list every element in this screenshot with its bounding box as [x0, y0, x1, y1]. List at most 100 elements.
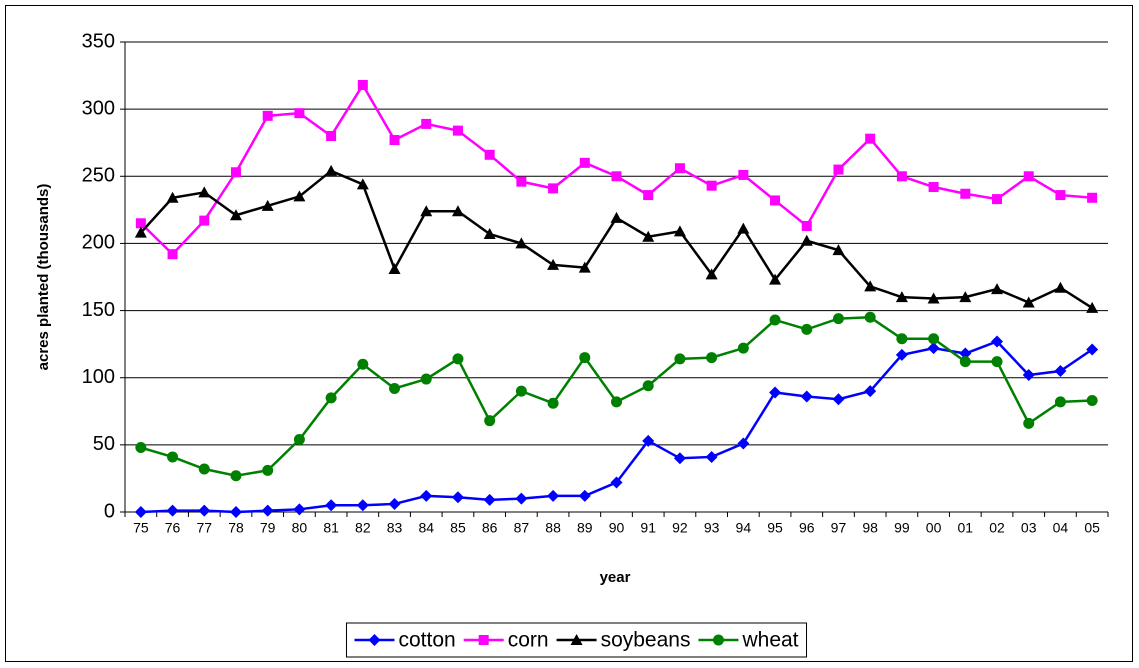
y-tick-label: 300	[82, 97, 115, 119]
data-point	[198, 186, 211, 198]
data-point	[928, 182, 939, 193]
data-point	[959, 347, 972, 360]
data-point	[1086, 343, 1099, 356]
data-point	[610, 476, 623, 489]
data-point	[705, 268, 718, 280]
data-point	[928, 333, 940, 345]
data-point	[1022, 296, 1035, 308]
data-point	[832, 244, 845, 256]
x-tick-label: 97	[831, 520, 847, 536]
data-point	[895, 348, 908, 361]
x-tick-label: 05	[1084, 520, 1100, 536]
data-point	[737, 222, 750, 234]
x-tick-label: 86	[482, 520, 498, 536]
x-tick-label: 78	[228, 520, 244, 536]
data-point	[673, 452, 686, 465]
data-point	[261, 199, 274, 211]
data-point	[262, 110, 273, 121]
data-point	[135, 218, 146, 229]
x-tick-label: 88	[545, 520, 561, 536]
data-point	[166, 504, 179, 517]
data-point	[198, 504, 211, 517]
data-point	[769, 386, 782, 399]
data-point	[610, 211, 623, 223]
x-tick-label: 75	[133, 520, 149, 536]
data-point	[737, 437, 750, 450]
data-point	[134, 226, 147, 238]
data-point	[451, 205, 464, 217]
data-point	[927, 292, 940, 304]
y-tick-label: 200	[82, 232, 115, 254]
data-point	[1055, 190, 1066, 201]
data-point	[833, 164, 844, 175]
data-point	[516, 176, 527, 187]
data-point	[1054, 281, 1067, 293]
data-point	[674, 163, 685, 174]
y-tick-label: 150	[82, 299, 115, 321]
data-point	[1023, 171, 1034, 182]
x-tick-label: 87	[514, 520, 530, 536]
data-point	[356, 178, 369, 190]
data-point	[864, 280, 877, 292]
y-tick-label: 50	[93, 433, 115, 455]
data-point	[230, 470, 242, 482]
data-point	[262, 464, 274, 476]
data-point	[294, 108, 305, 119]
x-tick-label: 91	[640, 520, 656, 536]
y-tick-label: 0	[104, 500, 115, 522]
data-point	[578, 261, 591, 273]
y-tick-label: 350	[82, 30, 115, 52]
x-tick-label: 94	[736, 520, 752, 536]
data-point	[1087, 192, 1098, 203]
data-point	[927, 342, 940, 355]
x-tick-label: 04	[1053, 520, 1069, 536]
x-tick-label: 03	[1021, 520, 1037, 536]
data-point	[547, 397, 559, 409]
data-point	[229, 209, 242, 221]
data-point	[357, 79, 368, 90]
legend-label: cotton	[398, 629, 455, 652]
data-point	[579, 157, 590, 168]
x-tick-label: 80	[292, 520, 308, 536]
x-tick-label: 02	[989, 520, 1005, 536]
data-point	[421, 118, 432, 129]
legend-label: wheat	[741, 629, 798, 652]
data-point	[673, 225, 686, 237]
data-point	[356, 499, 369, 512]
data-point	[832, 313, 844, 325]
chart-border	[5, 5, 1133, 662]
data-point	[895, 291, 908, 303]
data-point	[547, 258, 560, 270]
data-point	[643, 190, 654, 201]
data-point	[611, 396, 622, 408]
data-point	[737, 342, 749, 354]
data-point	[959, 291, 972, 303]
legend-label: corn	[508, 629, 549, 652]
data-point	[579, 352, 591, 364]
data-point	[770, 195, 781, 206]
data-point	[896, 333, 908, 345]
data-point	[832, 393, 845, 406]
data-point	[483, 228, 496, 240]
x-tick-label: 95	[767, 520, 783, 536]
data-point	[293, 190, 306, 202]
legend-marker	[570, 634, 583, 645]
data-point	[451, 491, 464, 504]
x-tick-label: 85	[450, 520, 466, 536]
x-tick-label: 84	[418, 520, 434, 536]
data-point	[325, 392, 337, 404]
data-point	[1054, 365, 1067, 377]
data-point	[515, 492, 528, 505]
data-point	[642, 230, 655, 242]
data-point	[420, 373, 432, 385]
x-tick-label: 83	[387, 520, 403, 536]
data-point	[738, 169, 749, 180]
data-point	[167, 249, 178, 260]
data-point	[642, 434, 655, 447]
data-point	[800, 234, 813, 246]
data-point	[706, 180, 717, 191]
data-point	[991, 335, 1004, 348]
data-point	[992, 194, 1003, 205]
x-tick-label: 01	[958, 520, 974, 536]
